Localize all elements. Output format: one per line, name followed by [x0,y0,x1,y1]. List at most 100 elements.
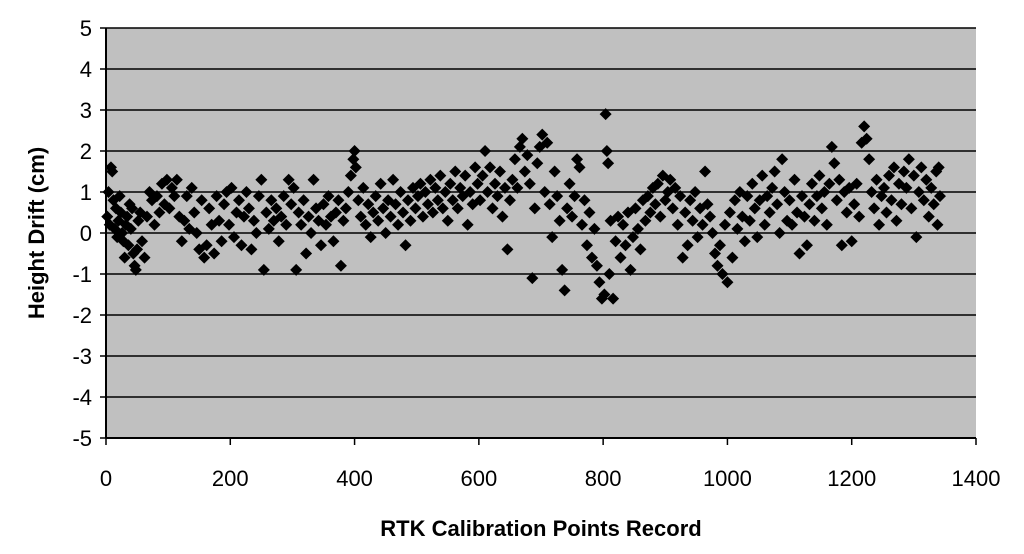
data-point [933,190,946,203]
data-point [327,235,340,248]
data-point [576,218,589,231]
data-point [619,239,632,252]
data-point [863,153,876,166]
data-point [748,202,761,215]
data-point [436,202,449,215]
data-point [493,165,506,178]
x-tick-label: 1400 [952,466,1001,491]
data-point [302,210,315,223]
y-tick-label: 1 [80,180,92,205]
data-point [348,145,361,157]
data-point [215,235,228,248]
data-point [828,157,841,170]
data-point [122,239,135,252]
data-point [163,202,176,215]
data-point [153,206,166,219]
data-point [671,218,684,231]
data-point [778,186,791,198]
data-point [424,173,437,186]
data-point [317,198,330,211]
data-point [367,206,380,219]
data-point [593,276,606,289]
data-point [900,181,913,194]
data-point [895,198,908,211]
data-point [741,190,754,203]
data-point [429,181,442,194]
data-point [917,194,930,207]
data-point [573,161,586,174]
y-tick-label: 0 [80,221,92,246]
data-point [459,169,472,182]
data-point [332,194,345,207]
data-point [237,210,250,223]
data-point [865,186,878,198]
data-point [674,190,687,203]
data-point [511,181,524,194]
data-point [885,194,898,207]
data-point [208,247,221,260]
data-point [426,206,439,219]
data-point [815,202,828,215]
data-point [352,194,365,207]
data-point [927,198,940,211]
data-point [300,247,313,260]
data-point [272,235,285,248]
data-point [160,173,173,186]
data-point [907,169,920,182]
data-point [277,190,290,203]
data-point [489,177,502,190]
data-point [339,202,352,215]
x-tick-label: 0 [100,466,112,491]
data-point [389,198,402,211]
data-point [563,177,576,190]
data-point [786,218,799,231]
data-point [743,214,756,227]
data-point [342,186,355,198]
data-point [131,243,144,256]
data-point [118,251,131,264]
data-point [609,235,622,248]
data-point [464,186,477,198]
data-point [178,214,191,227]
data-point [718,218,731,231]
data-point [679,206,692,219]
data-point [681,239,694,252]
data-point [195,194,208,207]
data-point [506,173,519,186]
x-tick-label: 800 [585,466,622,491]
data-point [190,227,203,239]
data-point [521,149,534,162]
data-point [603,268,616,280]
data-point [825,140,838,153]
data-point [868,202,881,215]
data-point [706,227,719,239]
data-point [496,210,509,223]
data-point [617,218,630,231]
data-point [699,165,712,178]
data-point [878,181,891,194]
data-point [377,202,390,215]
x-axis-title: RTK Calibration Points Record [380,516,701,541]
data-point [546,231,559,244]
data-point [223,218,236,231]
data-point [451,202,464,215]
data-point [684,194,697,207]
x-tick-label: 400 [336,466,373,491]
data-point [461,218,474,231]
data-point [252,190,265,203]
data-point [225,181,238,194]
data-point [704,210,717,223]
data-point [132,214,145,227]
data-point [501,243,514,256]
data-point [716,268,729,280]
data-point [840,206,853,219]
data-point [873,218,886,231]
data-point [175,235,188,248]
data-point [833,173,846,186]
data-point [689,186,702,198]
data-point [491,190,504,203]
data-point [820,218,833,231]
data-point [758,218,771,231]
data-point [664,173,677,186]
